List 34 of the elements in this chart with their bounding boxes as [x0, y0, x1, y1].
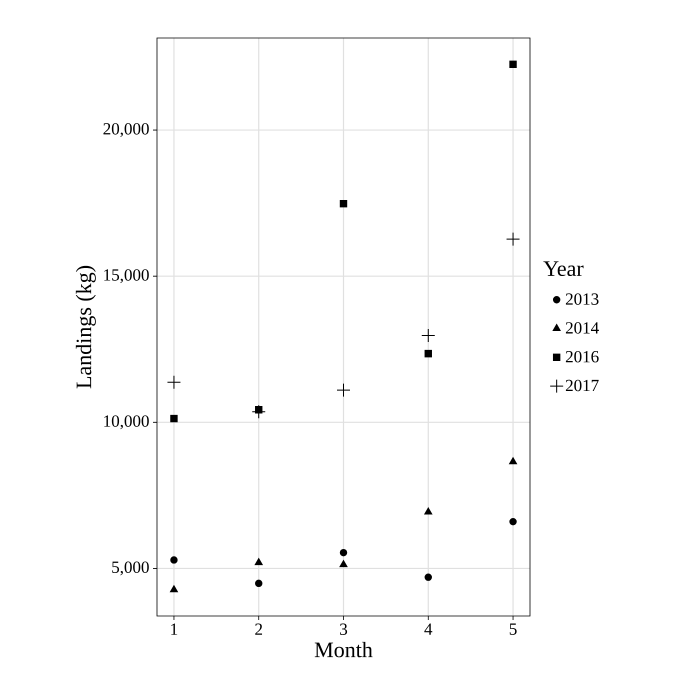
- y-tick-label: 5,000: [112, 561, 149, 576]
- point: [340, 200, 348, 208]
- legend-label: 2014: [566, 322, 599, 334]
- point: [424, 508, 432, 515]
- legend-label: 2017: [566, 380, 599, 392]
- legend-label: 2013: [566, 293, 598, 305]
- legend-label: 2016: [566, 350, 599, 362]
- x-axis-title: Month: [314, 642, 373, 658]
- x-tick-label: 3: [340, 624, 348, 635]
- y-tick-label: 15,000: [104, 269, 149, 284]
- point: [506, 232, 520, 246]
- point: [421, 328, 436, 343]
- y-axis-title: Landings (kg): [76, 266, 96, 388]
- y-tick-label: 20,000: [103, 123, 149, 138]
- point: [509, 60, 517, 68]
- point: [255, 580, 262, 588]
- point: [170, 414, 178, 422]
- point: [424, 574, 432, 581]
- point: [170, 556, 178, 564]
- point: [340, 548, 348, 556]
- point: [340, 560, 348, 568]
- point: [254, 558, 263, 566]
- point: [509, 518, 517, 526]
- y-tick-label: 10,000: [104, 415, 149, 430]
- point: [170, 585, 178, 592]
- x-tick-label: 2: [255, 624, 262, 635]
- point: [336, 383, 350, 398]
- point: [166, 375, 181, 390]
- x-tick-label: 1: [171, 624, 178, 635]
- point: [509, 457, 518, 464]
- x-tick-label: 4: [424, 624, 432, 635]
- point: [424, 350, 432, 358]
- x-tick-label: 5: [510, 624, 517, 635]
- legend-title: Year: [543, 261, 584, 276]
